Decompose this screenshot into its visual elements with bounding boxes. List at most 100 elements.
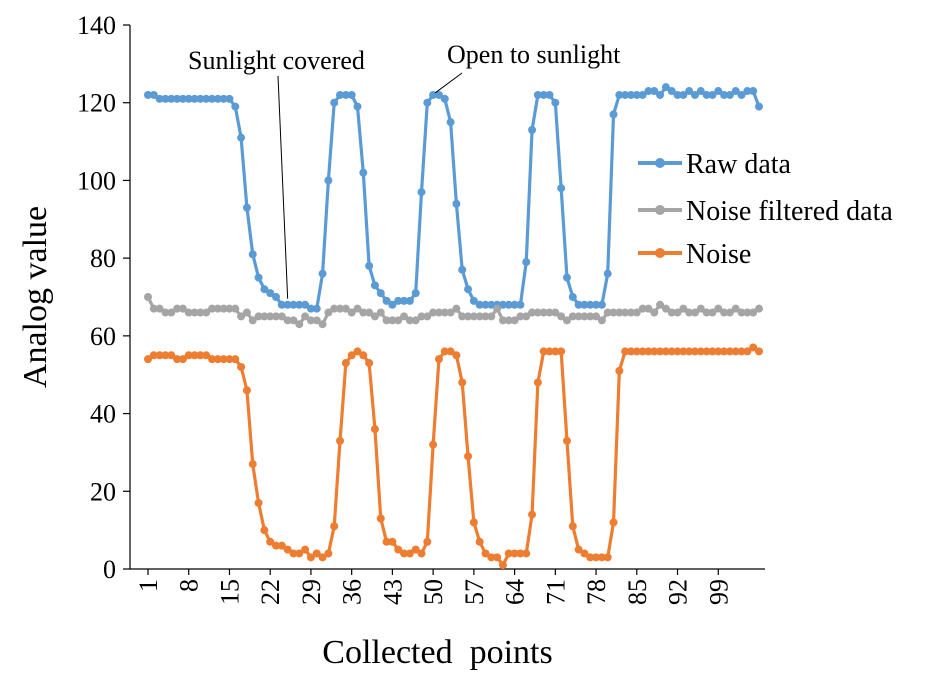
- data-point: [405, 316, 414, 325]
- data-point: [586, 553, 595, 562]
- data-point: [615, 308, 624, 317]
- data-point: [429, 440, 438, 449]
- data-point: [324, 176, 333, 185]
- data-point: [260, 285, 269, 294]
- data-point: [312, 549, 321, 558]
- data-point: [266, 537, 275, 546]
- data-point: [487, 312, 496, 321]
- data-point: [365, 308, 374, 317]
- data-point: [167, 351, 176, 360]
- data-point: [731, 304, 740, 313]
- x-tick-label: 50: [419, 579, 448, 605]
- data-point: [562, 436, 571, 445]
- data-point: [190, 94, 199, 103]
- data-point: [318, 269, 327, 278]
- data-point: [667, 87, 676, 96]
- data-point: [306, 304, 315, 313]
- data-point: [731, 347, 740, 356]
- y-tick-label: 60: [90, 322, 116, 351]
- data-point: [504, 300, 513, 309]
- data-point: [272, 293, 281, 301]
- data-point: [667, 308, 676, 317]
- data-point: [737, 90, 746, 99]
- data-point: [731, 87, 740, 96]
- data-point: [551, 347, 560, 356]
- data-point: [737, 347, 746, 356]
- data-point: [394, 545, 403, 554]
- data-point: [161, 351, 170, 360]
- legend-label-noise: Noise: [686, 239, 751, 270]
- data-point: [301, 545, 310, 554]
- data-point: [208, 355, 217, 364]
- data-point: [370, 425, 379, 434]
- data-point: [394, 296, 403, 305]
- annotations: Sunlight covered Open to sunlight: [188, 40, 621, 299]
- y-tick-label: 100: [77, 166, 116, 195]
- data-point: [557, 184, 566, 193]
- data-point: [597, 553, 606, 562]
- data-point: [702, 347, 711, 356]
- data-point: [487, 300, 496, 309]
- data-point: [621, 308, 630, 317]
- data-point: [539, 90, 548, 99]
- data-point: [516, 312, 525, 321]
- series-raw-data: [144, 83, 763, 313]
- data-point: [190, 308, 199, 317]
- data-point: [184, 94, 193, 103]
- data-point: [522, 258, 531, 267]
- data-point: [685, 308, 694, 317]
- data-point: [272, 312, 281, 321]
- data-point: [481, 312, 490, 321]
- series-noise: [144, 343, 763, 570]
- data-point: [673, 308, 682, 317]
- data-point: [237, 133, 246, 142]
- data-point: [714, 304, 723, 313]
- x-tick-label: 1: [134, 579, 163, 592]
- data-point: [533, 308, 542, 317]
- data-point: [144, 355, 152, 364]
- data-point: [592, 553, 601, 562]
- data-point: [365, 261, 374, 270]
- data-point: [149, 90, 158, 99]
- data-point: [446, 118, 455, 127]
- data-point: [411, 545, 420, 554]
- data-point: [277, 300, 286, 309]
- data-point: [318, 320, 327, 329]
- data-point: [155, 94, 164, 103]
- data-point: [469, 296, 478, 305]
- data-point: [283, 316, 292, 325]
- axes: 0 20 40 60 80 100 120 140 1 8 15 22 29 36 43 50 57 64 71 78…: [77, 11, 765, 605]
- data-point: [545, 308, 554, 317]
- data-point: [504, 316, 513, 325]
- data-point: [423, 537, 432, 546]
- x-tick-label: 71: [541, 579, 570, 605]
- data-point: [673, 90, 682, 99]
- data-point: [208, 94, 217, 103]
- data-point: [586, 312, 595, 321]
- data-point: [405, 296, 414, 305]
- data-point: [306, 553, 315, 562]
- data-point: [144, 90, 152, 99]
- data-point: [400, 296, 409, 305]
- data-point: [498, 316, 507, 325]
- y-tick-label: 40: [90, 400, 116, 429]
- data-point: [434, 308, 443, 317]
- data-point: [696, 304, 705, 313]
- data-point: [528, 308, 537, 317]
- data-point: [254, 273, 263, 282]
- x-tick-label: 15: [215, 579, 244, 605]
- legend: Raw data Noise filtered data Noise: [638, 149, 893, 270]
- data-point: [510, 300, 519, 309]
- legend-label-noise-filtered-data: Noise filtered data: [686, 196, 893, 227]
- data-point: [458, 378, 467, 387]
- x-tick-label: 29: [297, 579, 326, 605]
- data-point: [330, 304, 339, 313]
- data-point: [382, 316, 391, 325]
- data-point: [434, 355, 443, 364]
- data-point: [644, 87, 653, 96]
- data-point: [370, 312, 379, 321]
- data-point: [609, 110, 618, 119]
- data-point: [749, 308, 758, 317]
- data-point: [231, 355, 240, 364]
